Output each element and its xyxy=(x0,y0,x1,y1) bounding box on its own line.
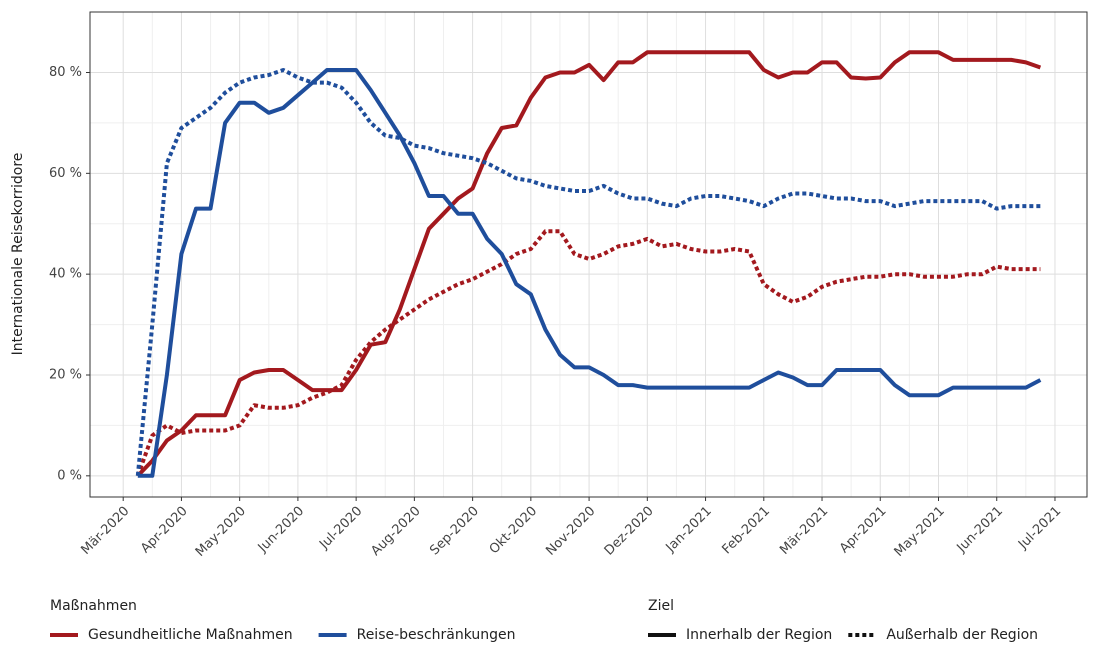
legend-label: Reise-beschränkungen xyxy=(357,627,516,643)
legend-label: Innerhalb der Region xyxy=(686,627,832,643)
series-line xyxy=(135,229,1041,477)
series-line xyxy=(135,68,1041,476)
y-tick-label: 20 % xyxy=(49,367,82,382)
series-line xyxy=(137,68,1042,478)
legend-title: Maßnahmen xyxy=(50,598,137,614)
legend-label: Gesundheitliche Maßnahmen xyxy=(88,627,293,643)
plot-border xyxy=(89,11,1088,498)
series-line xyxy=(136,50,1042,478)
y-tick-label: 40 % xyxy=(49,267,82,282)
y-axis-label: Internationale Reisekorridore xyxy=(10,153,26,356)
y-tick-label: 80 % xyxy=(49,65,82,80)
y-tick-label: 60 % xyxy=(49,166,82,181)
legend-title: Ziel xyxy=(648,598,674,614)
legend-label: Außerhalb der Region xyxy=(886,627,1038,643)
y-tick-label: 0 % xyxy=(57,468,82,483)
